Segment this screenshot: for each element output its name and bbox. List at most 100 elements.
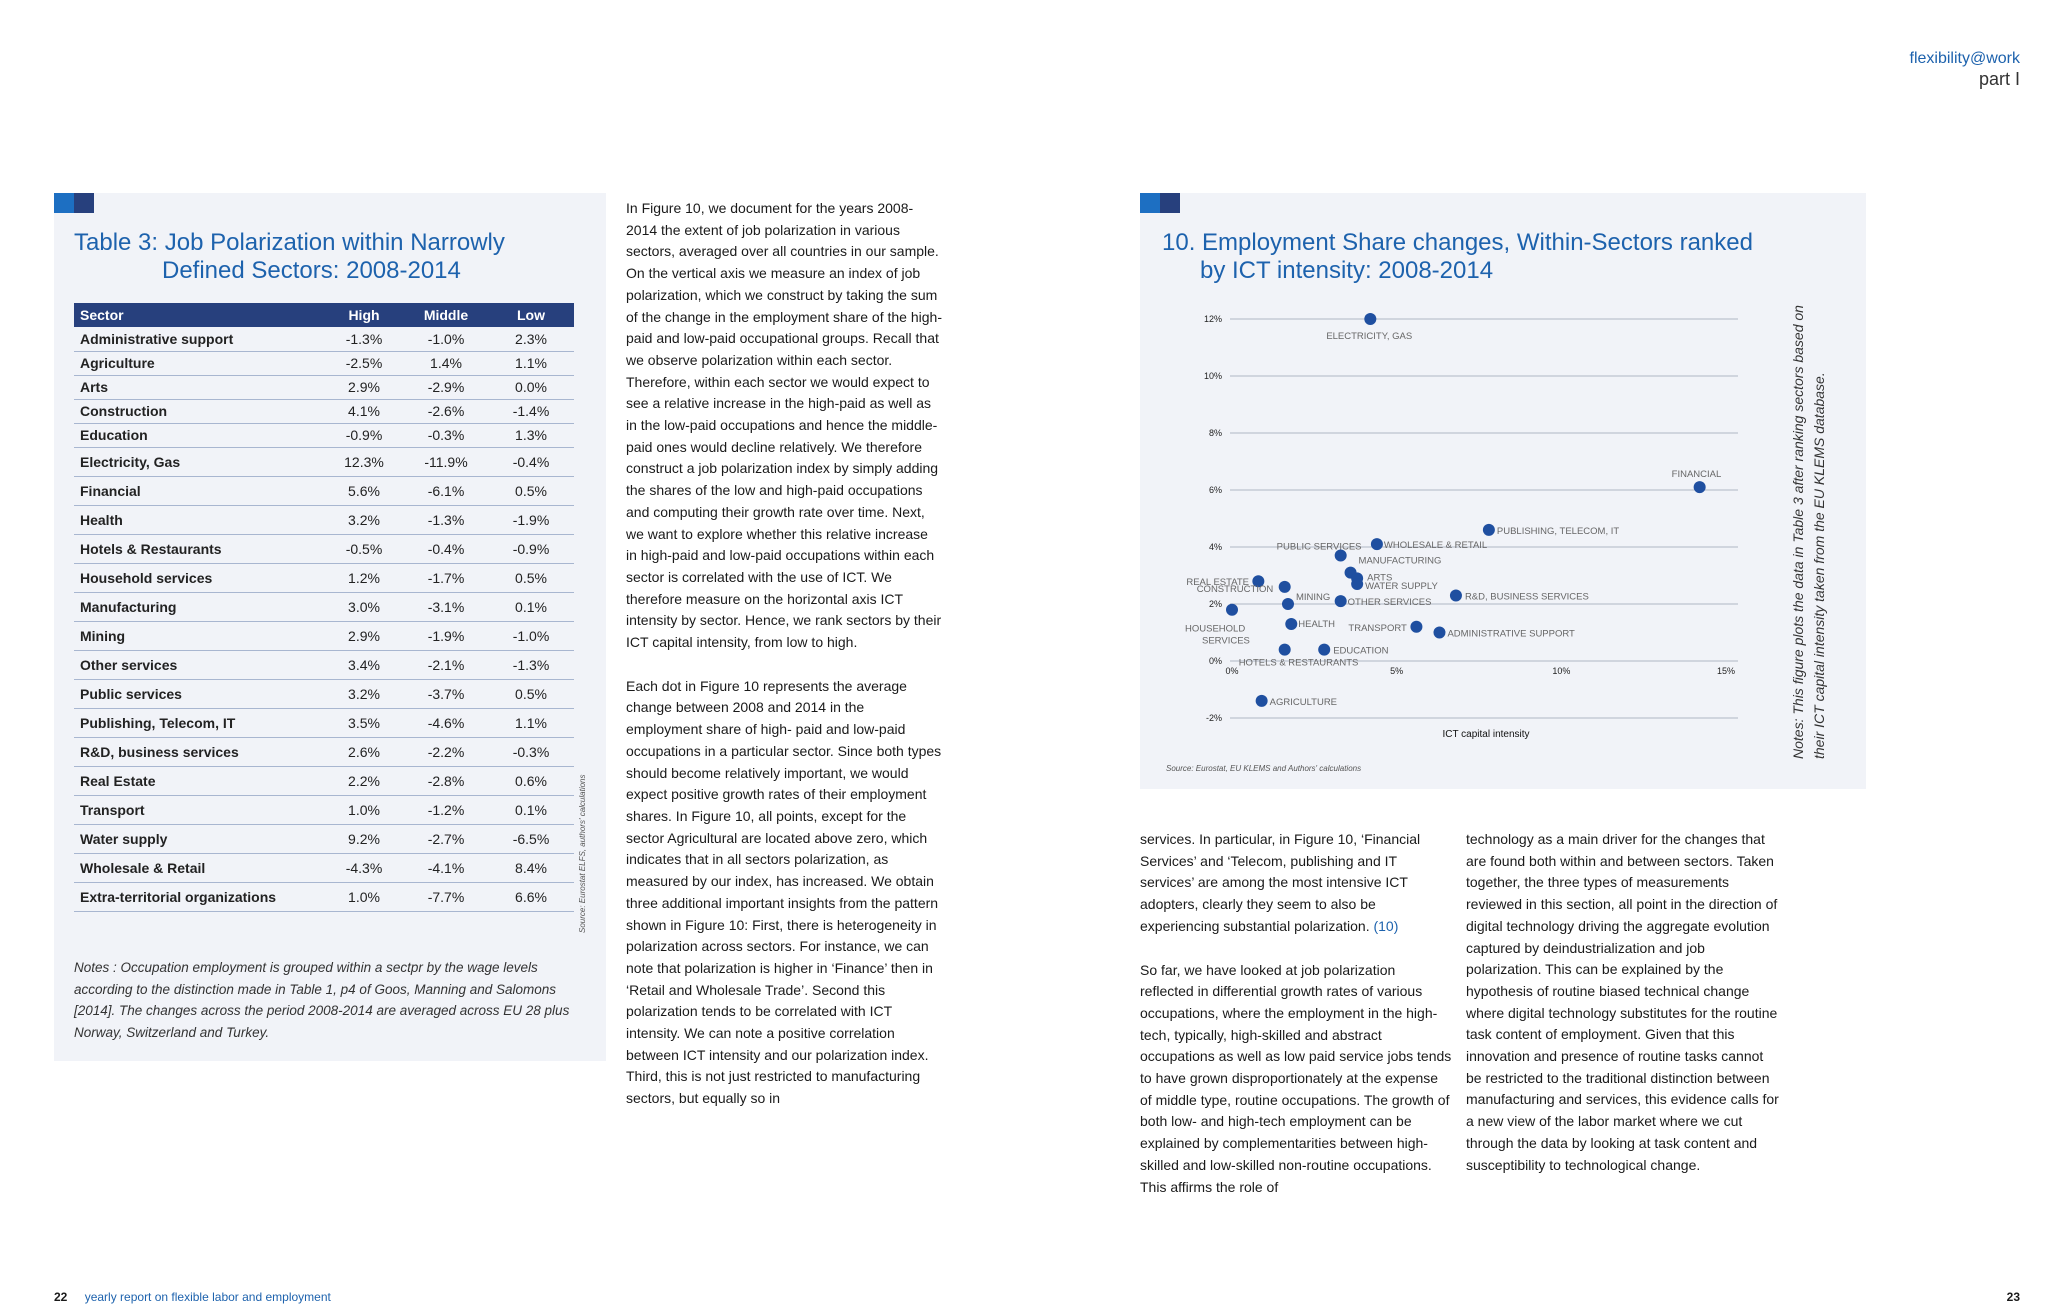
point-label: MANUFACTURING xyxy=(1359,556,1442,567)
low-cell: 0.1% xyxy=(488,592,574,622)
low-cell: 6.6% xyxy=(488,882,574,912)
point-label: PUBLIC SERVICES xyxy=(1277,542,1362,553)
middle-cell: -1.3% xyxy=(404,505,488,535)
sector-name-cell: Construction xyxy=(74,399,324,424)
high-cell: -0.5% xyxy=(324,534,404,564)
low-cell: -1.9% xyxy=(488,505,574,535)
body-column-3: technology as a main driver for the chan… xyxy=(1466,829,1781,1198)
sector-name-cell: Manufacturing xyxy=(74,592,324,622)
sector-name-cell: Agriculture xyxy=(74,351,324,376)
sector-name-cell: Real Estate xyxy=(74,766,324,796)
data-point xyxy=(1278,580,1291,593)
middle-cell: -2.7% xyxy=(404,824,488,854)
paragraph: services. In particular, in Figure 10, ‘… xyxy=(1140,831,1421,934)
figure-source: Source: Eurostat, EU KLEMS and Authors' … xyxy=(1166,764,1361,773)
point-label: WATER SUPPLY xyxy=(1365,581,1438,592)
table-row: R&D, business services 2.6% -2.2% -0.3% xyxy=(74,737,574,767)
middle-cell: -11.9% xyxy=(404,447,488,477)
y-tick-label: 6% xyxy=(1209,485,1222,495)
low-cell: 1.1% xyxy=(488,708,574,738)
paragraph: technology as a main driver for the chan… xyxy=(1466,831,1779,1173)
decor-square-light xyxy=(54,193,74,213)
sector-name-cell: Education xyxy=(74,423,324,448)
sector-name-cell: Hotels & Restaurants xyxy=(74,534,324,564)
data-point xyxy=(1285,617,1298,630)
table3-panel: Table 3: Job Polarization within Narrowl… xyxy=(54,193,606,1061)
data-point xyxy=(1334,549,1347,562)
y-tick-label: 0% xyxy=(1209,656,1222,666)
high-cell: -1.3% xyxy=(324,327,404,352)
y-tick-label: -2% xyxy=(1206,713,1222,723)
data-point xyxy=(1433,626,1446,639)
table-source: Source: Eurostat ELFS, authors' calculat… xyxy=(578,774,587,934)
point-label: HEALTH xyxy=(1298,619,1335,630)
table-row: Agriculture -2.5% 1.4% 1.1% xyxy=(74,351,574,376)
decor-square-dark xyxy=(1160,193,1180,213)
figure-notes: Notes: This figure plots the data in Tab… xyxy=(1790,305,1827,759)
y-tick-label: 10% xyxy=(1204,371,1222,381)
table-row: Health 3.2% -1.3% -1.9% xyxy=(74,505,574,535)
middle-cell: -2.9% xyxy=(404,375,488,400)
x-axis-label: ICT capital intensity xyxy=(1442,729,1529,740)
footer-title: yearly report on flexible labor and empl… xyxy=(84,1290,331,1304)
middle-cell: -2.6% xyxy=(404,399,488,424)
decor-square-dark xyxy=(74,193,94,213)
table-row: Other services 3.4% -2.1% -1.3% xyxy=(74,650,574,680)
table-notes: Notes : Occupation employment is grouped… xyxy=(74,960,570,1041)
table3-title: Table 3: Job Polarization within Narrowl… xyxy=(74,229,505,284)
high-cell: 3.4% xyxy=(324,650,404,680)
y-tick-label: 8% xyxy=(1209,428,1222,438)
x-tick-label: 15% xyxy=(1717,666,1735,676)
x-tick-label: 0% xyxy=(1225,666,1238,676)
sector-name-cell: Mining xyxy=(74,621,324,651)
data-point xyxy=(1255,694,1268,707)
table-row: Mining 2.9% -1.9% -1.0% xyxy=(74,621,574,651)
sector-name-cell: Publishing, Telecom, IT xyxy=(74,708,324,738)
y-tick-label: 4% xyxy=(1209,542,1222,552)
table-row: Public services 3.2% -3.7% 0.5% xyxy=(74,679,574,709)
high-cell: 4.1% xyxy=(324,399,404,424)
point-label: AGRICULTURE xyxy=(1270,697,1337,708)
high-cell: -0.9% xyxy=(324,423,404,448)
low-cell: 1.3% xyxy=(488,423,574,448)
middle-cell: -2.1% xyxy=(404,650,488,680)
low-cell: -1.4% xyxy=(488,399,574,424)
high-cell: 3.2% xyxy=(324,679,404,709)
data-point xyxy=(1334,595,1347,608)
point-label: ADMINISTRATIVE SUPPORT xyxy=(1447,629,1575,640)
high-cell: 2.2% xyxy=(324,766,404,796)
high-cell: 2.9% xyxy=(324,375,404,400)
low-cell: 0.5% xyxy=(488,476,574,506)
low-cell: 1.1% xyxy=(488,351,574,376)
header-brand: flexibility@work part I xyxy=(1910,48,2020,90)
point-label: FINANCIAL xyxy=(1672,469,1722,480)
middle-cell: -4.1% xyxy=(404,853,488,883)
table-row: Real Estate 2.2% -2.8% 0.6% xyxy=(74,766,574,796)
point-label: TRANSPORT xyxy=(1348,623,1407,634)
high-cell: 3.5% xyxy=(324,708,404,738)
sector-name-cell: Other services xyxy=(74,650,324,680)
table-row: Publishing, Telecom, IT 3.5% -4.6% 1.1% xyxy=(74,708,574,738)
low-cell: 2.3% xyxy=(488,327,574,352)
high-cell: 1.0% xyxy=(324,882,404,912)
low-cell: 8.4% xyxy=(488,853,574,883)
low-cell: 0.1% xyxy=(488,795,574,825)
table-row: Construction 4.1% -2.6% -1.4% xyxy=(74,399,574,424)
middle-cell: -1.7% xyxy=(404,563,488,593)
low-cell: -0.3% xyxy=(488,737,574,767)
point-label: CONSTRUCTION xyxy=(1197,584,1274,595)
data-point xyxy=(1351,578,1364,591)
high-cell: 5.6% xyxy=(324,476,404,506)
low-cell: -0.9% xyxy=(488,534,574,564)
middle-cell: -2.8% xyxy=(404,766,488,796)
middle-cell: -6.1% xyxy=(404,476,488,506)
middle-cell: -0.3% xyxy=(404,423,488,448)
low-cell: 0.6% xyxy=(488,766,574,796)
paragraph: Each dot in Figure 10 represents the ave… xyxy=(626,677,942,1107)
high-cell: 2.6% xyxy=(324,737,404,767)
table-row: Financial 5.6% -6.1% 0.5% xyxy=(74,476,574,506)
footer-left: 22 yearly report on flexible labor and e… xyxy=(54,1290,331,1304)
table-row: Water supply 9.2% -2.7% -6.5% xyxy=(74,824,574,854)
figure-ref-link[interactable]: (10) xyxy=(1373,917,1399,934)
middle-cell: -1.9% xyxy=(404,621,488,651)
